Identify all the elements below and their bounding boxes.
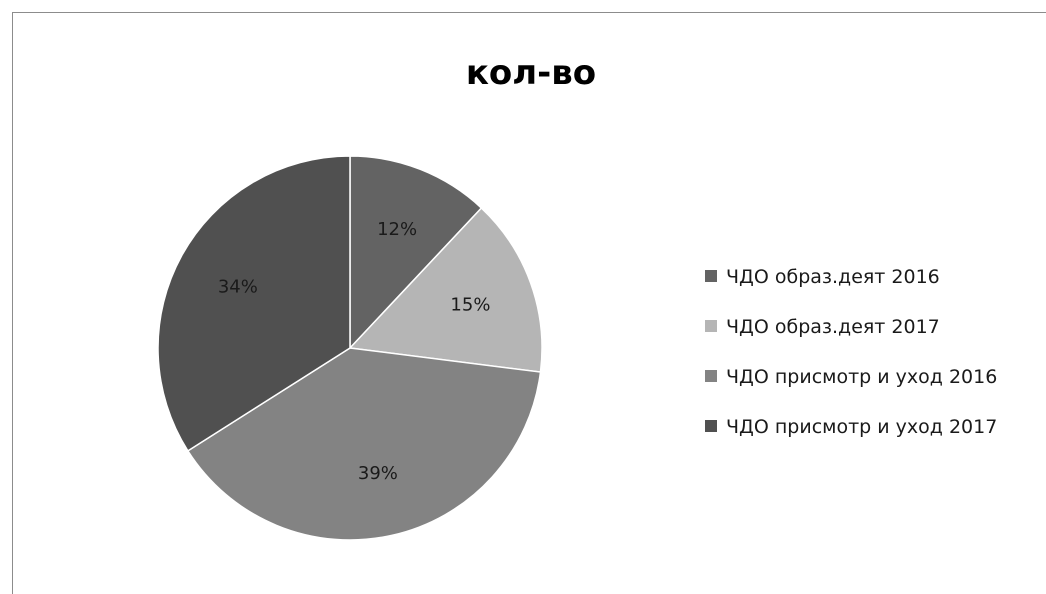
pie-slice (348, 206, 543, 373)
legend-swatch (705, 270, 717, 282)
legend-swatch (705, 370, 717, 382)
legend-label: ЧДО присмотр и уход 2016 (726, 366, 997, 388)
legend-label: ЧДО образ.деят 2016 (726, 266, 940, 288)
pie-slices (157, 155, 543, 541)
pie-slice (186, 347, 542, 541)
pie-data-labels: 12% 15% 39% 34% (218, 219, 491, 484)
legend-swatch (705, 320, 717, 332)
pie-data-label: 12% (377, 219, 417, 240)
legend: ЧДО образ.деят 2016 ЧДО образ.деят 2017 ЧД… (705, 266, 997, 438)
pie-data-label: 34% (218, 276, 258, 297)
chart-title: кол-во (466, 53, 596, 93)
pie-data-label: 15% (450, 295, 490, 316)
pie-slice (349, 155, 483, 350)
legend-label: ЧДО образ.деят 2017 (726, 316, 940, 338)
legend-label: ЧДО присмотр и уход 2017 (726, 416, 997, 438)
legend-swatch (705, 420, 717, 432)
pie-data-label: 39% (358, 463, 398, 484)
pie-slice (157, 155, 351, 452)
